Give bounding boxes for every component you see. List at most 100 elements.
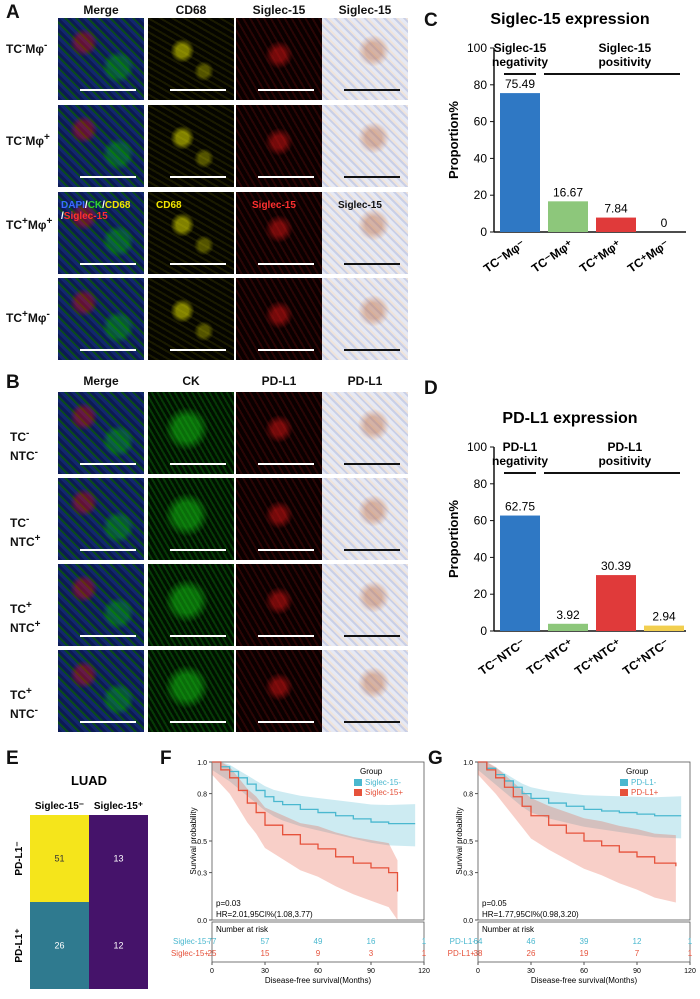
risk-count: 25: [208, 949, 217, 958]
heatmap-cell-value: 13: [113, 854, 123, 864]
risk-count: 15: [261, 949, 270, 958]
heatmap-cell: [89, 815, 148, 902]
bar-value-label: 75.49: [505, 77, 535, 91]
row-label: TC+ NTC-: [10, 686, 39, 721]
heatmap-cell-value: 26: [54, 941, 64, 951]
y-tick-label: 100: [467, 41, 487, 55]
group-label: negativity: [492, 55, 548, 69]
x-tick-label: 30: [261, 968, 269, 975]
bar-value-label: 0: [661, 216, 668, 230]
micrograph-pdl1: [236, 564, 322, 646]
risk-row-name: Siglec-15+: [171, 949, 209, 958]
x-tick-label: 0: [210, 968, 214, 975]
micrograph-cd68: CD68: [148, 192, 234, 274]
overlay-siglec-ihc-label: Siglec-15: [338, 200, 382, 211]
x-tick-label: 90: [367, 968, 375, 975]
x-tick-label: 120: [684, 968, 696, 975]
risk-count: 1: [688, 949, 693, 958]
heatmap-col-label: Siglec-15⁻: [35, 801, 84, 812]
y-tick-label: 60: [474, 115, 488, 129]
legend-title: Group: [626, 767, 649, 776]
bar: [500, 515, 540, 631]
y-tick-label: 0.5: [463, 839, 473, 846]
risk-row-name: PD-L1-: [450, 937, 476, 946]
heatmap-luad: LUAD Siglec-15⁻ Siglec-15⁺ PD-L1⁻ PD-L1⁺ 51 13…: [14, 773, 148, 989]
micrograph-siglec15-ihc: [322, 105, 408, 187]
y-tick-label: 20: [474, 188, 488, 202]
risk-row-name: PD-L1+: [448, 949, 476, 958]
risk-count: 16: [367, 937, 376, 946]
risk-count: 7: [635, 949, 640, 958]
heatmap-cell: [30, 902, 89, 989]
overlay-legend: DAPI/CK/CD68/Siglec-15: [61, 200, 131, 222]
overlay-cd68-label: CD68: [156, 200, 182, 211]
panel-letter-a: A: [6, 2, 20, 23]
x-tick-label: TC⁻NTC⁻: [476, 636, 528, 678]
y-tick-label: 0.8: [197, 792, 207, 799]
bar: [596, 217, 636, 232]
x-tick-label: TC⁻Mφ⁺: [529, 237, 576, 276]
bar-value-label: 16.67: [553, 185, 583, 199]
hazard-ratio: HR=2.01,95CI%(1.08,3.77): [216, 910, 313, 919]
panel-letter-e: E: [6, 748, 19, 769]
y-tick-label: 0: [480, 225, 487, 239]
heatmap-cell-value: 12: [113, 941, 123, 951]
legend-swatch: [620, 789, 628, 796]
heatmap-cell: [30, 815, 89, 902]
panel-letter-c: C: [424, 10, 438, 31]
hazard-ratio: HR=1.77,95CI%(0.98,3.20): [482, 910, 579, 919]
y-tick-label: 60: [474, 514, 488, 528]
risk-count: 64: [474, 937, 483, 946]
risk-count: 1: [422, 937, 427, 946]
col-head-pdl1-ihc: PD-L1: [347, 374, 383, 388]
y-tick-label: 40: [474, 151, 488, 165]
bar: [548, 201, 588, 232]
micrograph-siglec15: [236, 105, 322, 187]
x-tick-label: TC⁺Mφ⁻: [625, 237, 672, 276]
micrograph-pdl1-ihc: [322, 478, 408, 560]
chart-title: PD-L1 expression: [502, 410, 637, 427]
group-label: Siglec-15: [598, 41, 651, 55]
y-tick-label: 0.8: [463, 792, 473, 799]
bar-chart-pdl1: PD-L1 expression Proportion% 0 20 40 60 80 100 6…: [446, 410, 686, 678]
micrograph-pdl1: [236, 392, 322, 474]
micrograph-cd68: [148, 105, 234, 187]
bar: [596, 575, 636, 631]
group-label: positivity: [598, 454, 651, 468]
heatmap-cell: [89, 902, 148, 989]
micrograph-pdl1-ihc: [322, 392, 408, 474]
y-tick-label: 0.5: [197, 839, 207, 846]
micrograph-cd68: [148, 18, 234, 100]
y-tick-label: 80: [474, 78, 488, 92]
y-tick-label: 1.0: [463, 760, 473, 767]
micrograph-merge: [58, 18, 144, 100]
survival-curve: [478, 761, 677, 867]
heatmap-col-label: Siglec-15⁺: [94, 801, 143, 812]
p-value: p=0.03: [216, 899, 241, 908]
y-tick-label: 0.0: [463, 918, 473, 925]
risk-count: 77: [208, 937, 217, 946]
heatmap-row-label: PD-L1⁺: [14, 928, 25, 962]
legend-swatch: [354, 789, 362, 796]
micrograph-merge: [58, 650, 144, 732]
heatmap-row-label: PD-L1⁻: [14, 841, 25, 875]
x-tick-label: 0: [476, 968, 480, 975]
x-tick-label: TC⁻NTC⁺: [524, 636, 576, 678]
x-tick-label: 90: [633, 968, 641, 975]
risk-count: 1: [688, 937, 693, 946]
legend-label: Siglec-15-: [365, 778, 401, 787]
panel-letter-b: B: [6, 372, 20, 393]
group-label: positivity: [598, 55, 651, 69]
col-head-pdl1: PD-L1: [261, 374, 297, 388]
risk-count: 39: [580, 937, 589, 946]
risk-count: 12: [633, 937, 642, 946]
micrograph-siglec15-ihc: Siglec-15: [322, 192, 408, 274]
x-tick-label: 30: [527, 968, 535, 975]
km-curve-pdl1: 0.0 0.3 0.5 0.8 1.0 Survival probability Group…: [448, 760, 696, 985]
y-tick-label: 80: [474, 477, 488, 491]
micrograph-pdl1-ihc: [322, 564, 408, 646]
risk-table-title: Number at risk: [216, 925, 269, 934]
micrograph-siglec15-ihc: [322, 18, 408, 100]
micrograph-merge: [58, 392, 144, 474]
x-tick-label: TC⁻Mφ⁻: [481, 237, 528, 276]
